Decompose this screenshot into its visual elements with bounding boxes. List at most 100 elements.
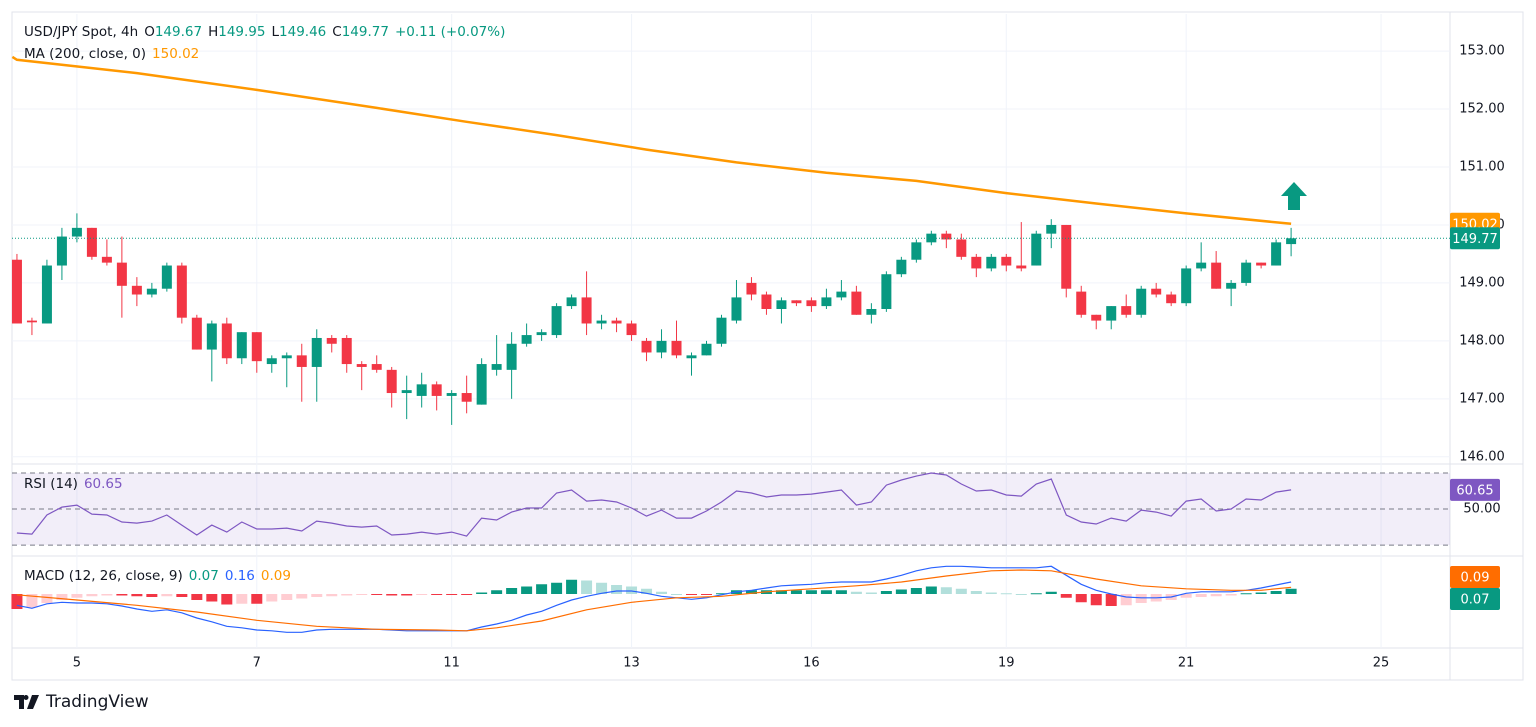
candle-body (566, 297, 577, 307)
histogram-bar (1090, 594, 1102, 606)
rsi-legend: RSI (14) 60.65 (24, 476, 123, 492)
histogram-bar (146, 594, 158, 597)
histogram-bar (581, 580, 593, 594)
histogram-bar (446, 594, 458, 595)
candle-body (1166, 294, 1177, 304)
candle-body (326, 337, 337, 344)
price-legend: USD/JPY Spot, 4h O149.67 H149.95 L149.46… (24, 24, 505, 40)
macd-line (16, 565, 1292, 633)
candle-body (821, 297, 832, 307)
histogram-bar (191, 594, 203, 600)
candle-body (266, 358, 277, 365)
histogram-bar (1000, 593, 1012, 595)
candle-body (656, 340, 667, 353)
candle-body (836, 291, 847, 298)
signal-tag: 0.09 (1461, 571, 1490, 586)
ohlc-value: 149.95 (218, 24, 266, 40)
histogram-bar (161, 594, 173, 597)
histogram-bar (970, 591, 982, 594)
candle-body (491, 364, 502, 370)
ohlc: L149.46 (271, 24, 326, 40)
candle-body (101, 256, 112, 263)
histogram-bar (101, 594, 113, 596)
up-arrow (1281, 182, 1307, 210)
candle-body (281, 355, 292, 359)
histogram-bar (656, 591, 668, 594)
moving-average (11, 55, 1292, 226)
histogram-bar (536, 584, 548, 594)
candle-body (26, 320, 37, 323)
candle-body (671, 340, 682, 356)
brand-name: TradingView (46, 692, 149, 712)
histogram-bar (611, 585, 623, 594)
candle-body (896, 259, 907, 275)
candle-body (611, 320, 622, 324)
histogram-bar (850, 591, 862, 594)
histogram-bar (1075, 594, 1087, 603)
histogram-bar (566, 579, 578, 594)
rsi-tag-bg (1450, 478, 1500, 501)
candle-body (71, 227, 82, 237)
signal-value: 0.09 (260, 568, 291, 584)
candle-body (941, 233, 952, 240)
histogram-value: 0.07 (188, 568, 219, 584)
candle-body (986, 256, 997, 269)
histogram-bar (1210, 594, 1222, 597)
histogram-bar (790, 590, 802, 594)
histogram-bar (116, 594, 128, 596)
candle-body (371, 364, 382, 370)
candle-body (296, 355, 307, 367)
histogram-bar (551, 582, 563, 594)
histogram-bar (1195, 594, 1207, 597)
x-tick-label: 13 (623, 656, 640, 671)
candle-body (1286, 238, 1297, 245)
candle-body (56, 236, 67, 266)
histogram-bar (1105, 594, 1117, 606)
candle-body (731, 297, 742, 321)
histogram-bar (1060, 594, 1072, 598)
histogram-bar (41, 594, 53, 603)
ohlc-value: 149.77 (341, 24, 389, 40)
candle-body (791, 300, 802, 304)
histogram-bar (386, 594, 398, 596)
x-tick-label: 11 (443, 656, 460, 671)
candle-body (506, 343, 517, 370)
histogram-bar (880, 591, 892, 594)
histogram-bar (401, 594, 413, 596)
candle-body (41, 265, 52, 324)
candle-body (1091, 314, 1102, 321)
histogram-bar (371, 594, 383, 595)
candle-body (551, 306, 562, 336)
histogram-bar (311, 594, 323, 597)
histogram-bar (626, 586, 638, 594)
candle-body (641, 340, 652, 353)
candle-body (1076, 291, 1087, 315)
candle-body (926, 233, 937, 243)
histogram-bar (1270, 591, 1282, 594)
histogram-bar (296, 594, 308, 599)
change: +0.11 (+0.07%) (394, 24, 506, 40)
histogram-bar (686, 594, 698, 595)
candle-body (686, 355, 697, 359)
histogram-bar (461, 594, 473, 595)
histogram-bar (176, 594, 188, 597)
candle-body (416, 384, 427, 396)
candle-body (251, 332, 262, 362)
candle-body (776, 300, 787, 309)
histogram-bar (281, 594, 293, 600)
histogram-bar (985, 592, 997, 594)
macd-name: MACD (12, 26, close, 9) (24, 568, 183, 584)
histogram-bar (26, 594, 38, 608)
candle-body (1211, 262, 1222, 289)
candle-body (11, 259, 22, 324)
histogram-bar (955, 588, 967, 594)
x-tick-label: 21 (1178, 656, 1195, 671)
histogram-bar (251, 594, 263, 604)
candle-body (1016, 265, 1027, 269)
histogram-bar (1030, 593, 1042, 595)
histogram-bar (1015, 594, 1027, 595)
candle-body (176, 265, 187, 318)
histogram-bar (521, 586, 533, 594)
histogram-bar (1045, 591, 1057, 594)
